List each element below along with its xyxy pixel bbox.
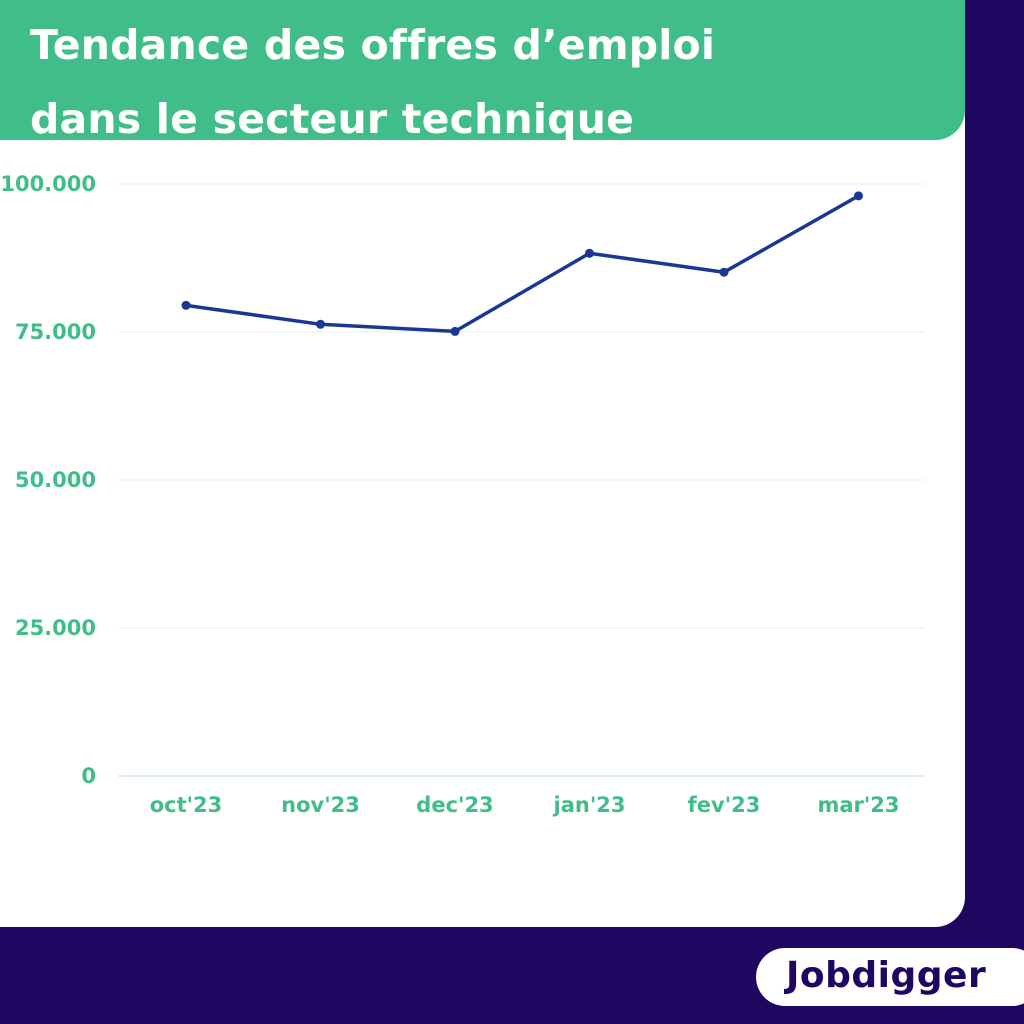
x-tick-label: oct'23 [150,793,223,817]
chart-title-line-2: dans le secteur technique [30,95,635,143]
chart-title-line-1: Tendance des offres d’emploi [30,21,716,69]
jobdigger-logo-badge: Jobdigger [756,948,1024,1006]
x-tick-label: fev'23 [688,793,761,817]
x-axis-tick-labels: oct'23 nov'23 dec'23 jan'23 fev'23 mar'23 [150,793,900,817]
y-tick-label: 75.000 [15,320,96,344]
x-tick-label: mar'23 [817,793,899,817]
series-jobs [181,191,863,336]
series-line [184,194,861,334]
title-banner: Tendance des offres d’emploi dans le sec… [0,0,965,143]
data-point [585,248,594,258]
chart-card [0,0,965,927]
y-tick-label: 25.000 [15,616,96,640]
y-tick-label: 0 [81,764,96,788]
data-point [854,191,863,201]
y-axis-tick-labels: 0 25.000 50.000 75.000 100.000 [0,172,96,788]
y-tick-label: 50.000 [15,468,96,492]
x-tick-label: nov'23 [281,793,360,817]
data-point [316,319,325,329]
jobdigger-logo: Jobdigger [786,955,987,996]
x-tick-label: jan'23 [553,793,626,817]
y-tick-label: 100.000 [0,172,96,196]
x-tick-label: dec'23 [416,793,493,817]
chart-title: Tendance des offres d’emploi dans le sec… [30,8,715,156]
gridlines [118,183,925,777]
data-point [450,326,460,336]
data-point [181,300,191,310]
data-point [719,267,729,277]
